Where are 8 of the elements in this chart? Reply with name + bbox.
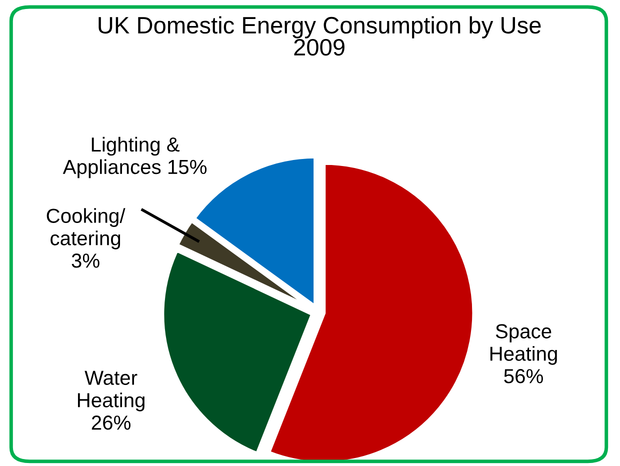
data-label: 56% [504,369,543,384]
slice-label: Space Heating [490,324,557,365]
chart-title: UK Domestic Energy Consumption by Use 2009 [98,16,541,56]
slice-label: Cooking/ catering [46,208,126,250]
data-label: 26% [92,416,130,430]
data-label: 3% [72,254,100,268]
slice-label: Lighting & Appliances 15% [62,136,207,178]
slice-label: Water Heating [78,370,144,412]
